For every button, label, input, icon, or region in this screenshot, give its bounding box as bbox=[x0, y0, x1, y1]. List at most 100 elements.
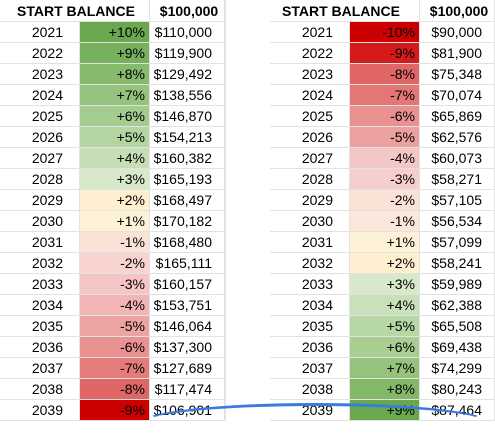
left-return-pct-cell[interactable]: +6% bbox=[80, 106, 150, 127]
right-return-pct-cell[interactable]: -9% bbox=[350, 43, 420, 64]
right-start-balance-value[interactable]: $100,000 bbox=[420, 0, 495, 22]
left-return-pct-cell[interactable]: -6% bbox=[80, 337, 150, 358]
right-year-cell[interactable]: 2023 bbox=[270, 64, 350, 85]
right-return-pct-cell[interactable]: -4% bbox=[350, 148, 420, 169]
right-balance-cell[interactable]: $58,241 bbox=[420, 253, 495, 274]
right-balance-cell[interactable]: $60,073 bbox=[420, 148, 495, 169]
left-balance-cell[interactable]: $106,901 bbox=[150, 400, 225, 421]
left-balance-cell[interactable]: $165,111 bbox=[150, 253, 225, 274]
right-year-cell[interactable]: 2038 bbox=[270, 379, 350, 400]
left-return-pct-cell[interactable]: +5% bbox=[80, 127, 150, 148]
left-year-cell[interactable]: 2035 bbox=[0, 316, 80, 337]
right-balance-cell[interactable]: $69,438 bbox=[420, 337, 495, 358]
right-year-cell[interactable]: 2026 bbox=[270, 127, 350, 148]
right-year-cell[interactable]: 2031 bbox=[270, 232, 350, 253]
right-return-pct-cell[interactable]: -1% bbox=[350, 211, 420, 232]
left-year-cell[interactable]: 2033 bbox=[0, 274, 80, 295]
right-balance-cell[interactable]: $65,869 bbox=[420, 106, 495, 127]
left-return-pct-cell[interactable]: +10% bbox=[80, 22, 150, 43]
right-return-pct-cell[interactable]: +9% bbox=[350, 400, 420, 421]
right-balance-cell[interactable]: $87,464 bbox=[420, 400, 495, 421]
right-year-cell[interactable]: 2037 bbox=[270, 358, 350, 379]
left-year-cell[interactable]: 2022 bbox=[0, 43, 80, 64]
right-return-pct-cell[interactable]: -7% bbox=[350, 85, 420, 106]
left-balance-cell[interactable]: $117,474 bbox=[150, 379, 225, 400]
right-balance-cell[interactable]: $81,900 bbox=[420, 43, 495, 64]
right-balance-cell[interactable]: $56,534 bbox=[420, 211, 495, 232]
right-year-cell[interactable]: 2022 bbox=[270, 43, 350, 64]
right-return-pct-cell[interactable]: +8% bbox=[350, 379, 420, 400]
left-balance-cell[interactable]: $160,157 bbox=[150, 274, 225, 295]
right-balance-cell[interactable]: $75,348 bbox=[420, 64, 495, 85]
right-year-cell[interactable]: 2033 bbox=[270, 274, 350, 295]
right-balance-cell[interactable]: $65,508 bbox=[420, 316, 495, 337]
right-balance-cell[interactable]: $62,576 bbox=[420, 127, 495, 148]
left-balance-cell[interactable]: $168,497 bbox=[150, 190, 225, 211]
right-return-pct-cell[interactable]: +6% bbox=[350, 337, 420, 358]
left-return-pct-cell[interactable]: -2% bbox=[80, 253, 150, 274]
right-year-cell[interactable]: 2039 bbox=[270, 400, 350, 421]
left-return-pct-cell[interactable]: -1% bbox=[80, 232, 150, 253]
right-year-cell[interactable]: 2024 bbox=[270, 85, 350, 106]
left-year-cell[interactable]: 2028 bbox=[0, 169, 80, 190]
right-year-cell[interactable]: 2035 bbox=[270, 316, 350, 337]
right-balance-cell[interactable]: $62,388 bbox=[420, 295, 495, 316]
left-year-cell[interactable]: 2036 bbox=[0, 337, 80, 358]
left-year-cell[interactable]: 2025 bbox=[0, 106, 80, 127]
left-balance-cell[interactable]: $129,492 bbox=[150, 64, 225, 85]
left-year-cell[interactable]: 2030 bbox=[0, 211, 80, 232]
right-return-pct-cell[interactable]: -10% bbox=[350, 22, 420, 43]
left-year-cell[interactable]: 2026 bbox=[0, 127, 80, 148]
left-year-cell[interactable]: 2029 bbox=[0, 190, 80, 211]
left-balance-cell[interactable]: $165,193 bbox=[150, 169, 225, 190]
right-balance-cell[interactable]: $57,105 bbox=[420, 190, 495, 211]
left-year-cell[interactable]: 2024 bbox=[0, 85, 80, 106]
left-balance-cell[interactable]: $146,870 bbox=[150, 106, 225, 127]
right-year-cell[interactable]: 2028 bbox=[270, 169, 350, 190]
right-balance-cell[interactable]: $59,989 bbox=[420, 274, 495, 295]
left-return-pct-cell[interactable]: +1% bbox=[80, 211, 150, 232]
left-start-balance-value[interactable]: $100,000 bbox=[150, 0, 225, 22]
left-return-pct-cell[interactable]: +9% bbox=[80, 43, 150, 64]
left-start-balance-label[interactable]: START BALANCE bbox=[0, 0, 150, 22]
left-balance-cell[interactable]: $119,900 bbox=[150, 43, 225, 64]
left-balance-cell[interactable]: $146,064 bbox=[150, 316, 225, 337]
right-return-pct-cell[interactable]: -2% bbox=[350, 190, 420, 211]
right-balance-cell[interactable]: $57,099 bbox=[420, 232, 495, 253]
right-return-pct-cell[interactable]: +1% bbox=[350, 232, 420, 253]
left-year-cell[interactable]: 2034 bbox=[0, 295, 80, 316]
right-return-pct-cell[interactable]: -8% bbox=[350, 64, 420, 85]
right-return-pct-cell[interactable]: +5% bbox=[350, 316, 420, 337]
left-balance-cell[interactable]: $170,182 bbox=[150, 211, 225, 232]
left-year-cell[interactable]: 2037 bbox=[0, 358, 80, 379]
right-year-cell[interactable]: 2034 bbox=[270, 295, 350, 316]
right-return-pct-cell[interactable]: +3% bbox=[350, 274, 420, 295]
left-balance-cell[interactable]: $110,000 bbox=[150, 22, 225, 43]
left-return-pct-cell[interactable]: +2% bbox=[80, 190, 150, 211]
right-year-cell[interactable]: 2027 bbox=[270, 148, 350, 169]
left-year-cell[interactable]: 2023 bbox=[0, 64, 80, 85]
left-balance-cell[interactable]: $168,480 bbox=[150, 232, 225, 253]
left-year-cell[interactable]: 2027 bbox=[0, 148, 80, 169]
right-return-pct-cell[interactable]: -5% bbox=[350, 127, 420, 148]
left-return-pct-cell[interactable]: -5% bbox=[80, 316, 150, 337]
right-year-cell[interactable]: 2032 bbox=[270, 253, 350, 274]
left-return-pct-cell[interactable]: +3% bbox=[80, 169, 150, 190]
right-balance-cell[interactable]: $80,243 bbox=[420, 379, 495, 400]
right-return-pct-cell[interactable]: +4% bbox=[350, 295, 420, 316]
right-balance-cell[interactable]: $58,271 bbox=[420, 169, 495, 190]
right-return-pct-cell[interactable]: -3% bbox=[350, 169, 420, 190]
right-return-pct-cell[interactable]: +2% bbox=[350, 253, 420, 274]
right-start-balance-label[interactable]: START BALANCE bbox=[270, 0, 420, 22]
left-balance-cell[interactable]: $137,300 bbox=[150, 337, 225, 358]
left-year-cell[interactable]: 2039 bbox=[0, 400, 80, 421]
left-return-pct-cell[interactable]: -7% bbox=[80, 358, 150, 379]
right-return-pct-cell[interactable]: +7% bbox=[350, 358, 420, 379]
right-year-cell[interactable]: 2029 bbox=[270, 190, 350, 211]
left-return-pct-cell[interactable]: -3% bbox=[80, 274, 150, 295]
left-year-cell[interactable]: 2021 bbox=[0, 22, 80, 43]
left-year-cell[interactable]: 2038 bbox=[0, 379, 80, 400]
left-balance-cell[interactable]: $160,382 bbox=[150, 148, 225, 169]
left-balance-cell[interactable]: $127,689 bbox=[150, 358, 225, 379]
right-year-cell[interactable]: 2030 bbox=[270, 211, 350, 232]
